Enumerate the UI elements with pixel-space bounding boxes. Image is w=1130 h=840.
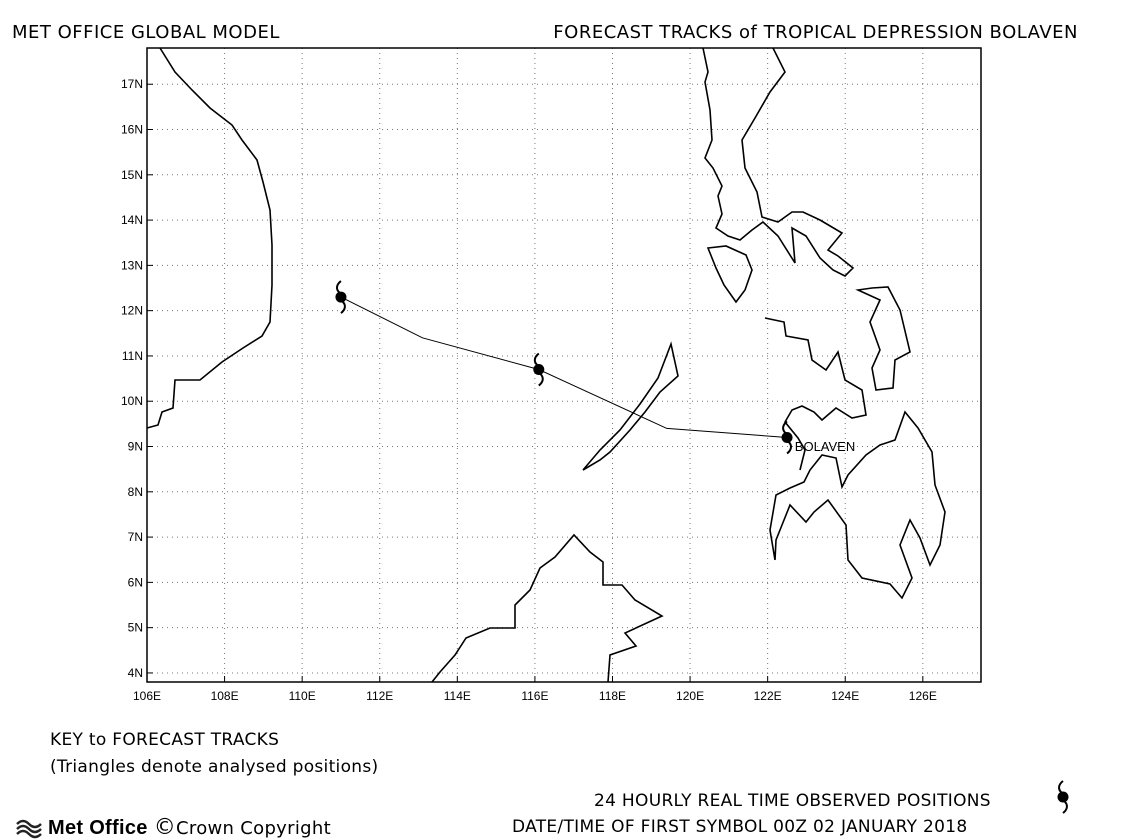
- coastline-samar: [855, 286, 911, 391]
- y-tick-label: 6N: [128, 575, 143, 589]
- x-tick-label: 108E: [211, 689, 239, 703]
- x-tick-label: 118E: [599, 689, 626, 703]
- grid-lines: [146, 48, 981, 682]
- copyright-text: Crown Copyright: [176, 818, 331, 839]
- y-tick-label: 7N: [128, 530, 143, 544]
- x-tick-label: 106E: [133, 689, 161, 703]
- x-tick-label: 120E: [676, 689, 704, 703]
- coastlines: [146, 47, 946, 683]
- y-tick-label: 15N: [121, 168, 143, 182]
- coastline-mindanao: [769, 410, 946, 600]
- x-tick-label: 124E: [831, 689, 859, 703]
- met-office-logo-icon: [16, 819, 42, 839]
- legend-cyclone-icon: [1057, 780, 1069, 814]
- y-tick-label: 10N: [121, 394, 143, 408]
- coastline-vietnam: [146, 47, 273, 429]
- header-right-title: FORECAST TRACKS of TROPICAL DEPRESSION B…: [553, 22, 1078, 43]
- x-tick-label: 122E: [754, 689, 782, 703]
- y-tick-label: 9N: [128, 440, 143, 454]
- forecast-track: [340, 296, 788, 438]
- y-tick-label: 17N: [121, 77, 143, 91]
- x-tick-label: 112E: [366, 689, 393, 703]
- x-tick-label: 110E: [289, 689, 316, 703]
- met-office-logo-text: Met Office: [48, 817, 148, 839]
- coastline-palawan: [582, 341, 679, 471]
- y-tick-label: 11N: [122, 349, 143, 363]
- y-tick-label: 12N: [121, 304, 143, 318]
- header-left-title: MET OFFICE GLOBAL MODEL: [12, 22, 280, 43]
- y-tick-label: 5N: [128, 621, 143, 635]
- y-tick-label: 8N: [128, 485, 143, 499]
- observed-position-symbols: [335, 280, 793, 455]
- first-symbol-date-label: DATE/TIME OF FIRST SYMBOL 00Z 02 JANUARY…: [512, 817, 968, 837]
- cyclone-symbol: [533, 352, 545, 387]
- key-title: KEY to FORECAST TRACKS: [50, 730, 280, 750]
- x-tick-label: 116E: [521, 689, 548, 703]
- y-tick-label: 16N: [121, 123, 143, 137]
- axes: 106E 108E 110E 112E 114E 116E 118E 120E 122E 124E…: [121, 77, 937, 703]
- copyright-line: Met Office ©Crown Copyright: [18, 815, 331, 840]
- y-tick-label: 14N: [121, 213, 143, 227]
- y-tick-label: 13N: [121, 258, 143, 272]
- x-tick-label: 126E: [909, 689, 937, 703]
- coastline-borneo: [431, 533, 664, 683]
- y-tick-label: 4N: [128, 666, 143, 680]
- key-note: (Triangles denote analysed positions): [50, 757, 379, 777]
- x-tick-label: 114E: [444, 689, 471, 703]
- cyclone-symbol: [335, 280, 347, 314]
- cyclone-symbol: [781, 420, 793, 455]
- track-line-bolaven: [340, 296, 788, 438]
- storm-name-label: BOLAVEN: [795, 439, 855, 454]
- coastline-luzon: [702, 47, 855, 277]
- coastline-mindoro: [706, 245, 753, 304]
- coastline-visayas: [764, 317, 867, 471]
- observed-positions-label: 24 HOURLY REAL TIME OBSERVED POSITIONS: [594, 791, 991, 811]
- copyright-symbol: ©: [153, 815, 177, 840]
- map-frame: [146, 47, 982, 683]
